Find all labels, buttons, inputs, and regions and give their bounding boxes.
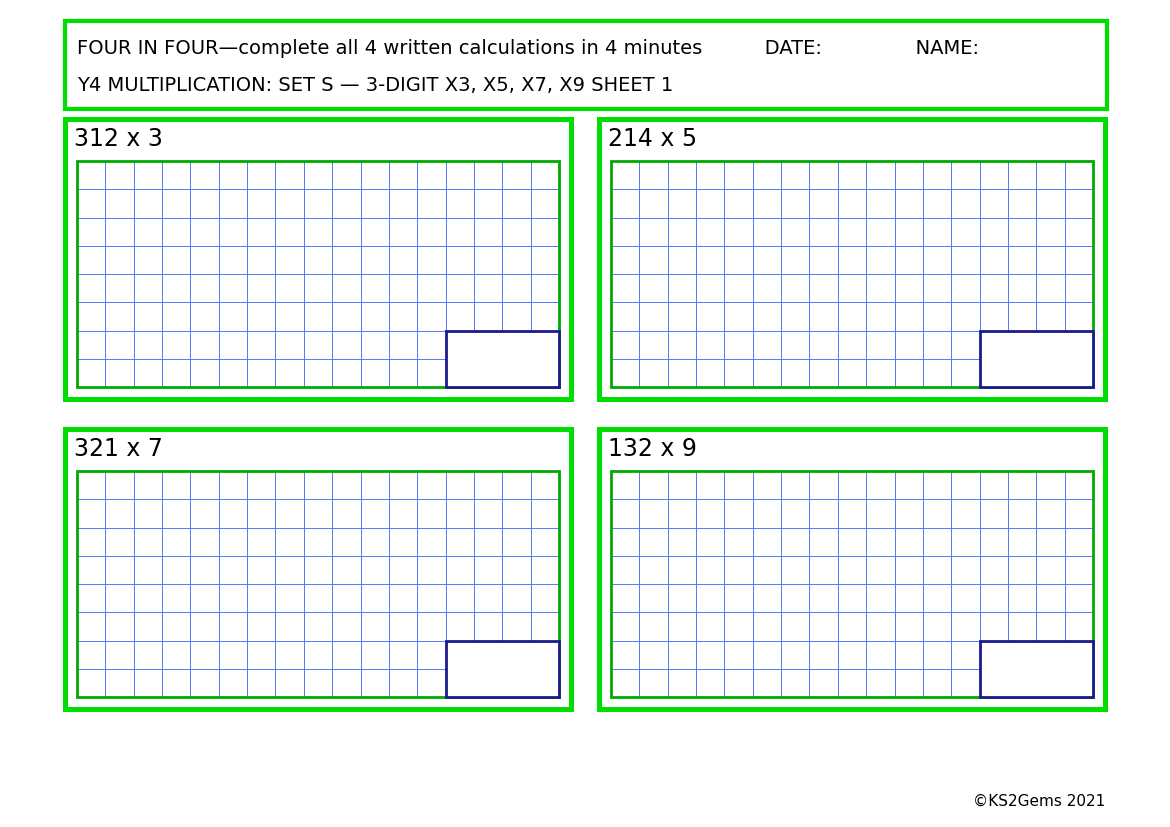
- Bar: [77, 471, 559, 697]
- Bar: [611, 471, 1093, 697]
- Bar: [599, 119, 1104, 399]
- Text: 321 x 7: 321 x 7: [74, 437, 163, 461]
- Bar: [66, 429, 571, 709]
- Bar: [979, 640, 1093, 697]
- Bar: [446, 331, 559, 387]
- Text: 214 x 5: 214 x 5: [608, 127, 697, 151]
- Bar: [66, 119, 571, 399]
- Bar: [599, 119, 1104, 399]
- Bar: [66, 21, 1107, 109]
- Text: 312 x 3: 312 x 3: [74, 127, 163, 151]
- Bar: [66, 429, 571, 709]
- Bar: [979, 331, 1093, 387]
- Bar: [979, 640, 1093, 697]
- Bar: [446, 331, 559, 387]
- Text: Y4 MULTIPLICATION: SET S — 3-DIGIT X3, X5, X7, X9 SHEET 1: Y4 MULTIPLICATION: SET S — 3-DIGIT X3, X…: [77, 76, 673, 95]
- Bar: [66, 119, 571, 399]
- Bar: [77, 161, 559, 387]
- Text: FOUR IN FOUR—complete all 4 written calculations in 4 minutes          DATE:    : FOUR IN FOUR—complete all 4 written calc…: [77, 39, 979, 58]
- Text: 132 x 9: 132 x 9: [608, 437, 697, 461]
- Bar: [446, 640, 559, 697]
- Bar: [611, 161, 1093, 387]
- Bar: [599, 429, 1104, 709]
- Text: ©KS2Gems 2021: ©KS2Gems 2021: [972, 794, 1104, 809]
- Bar: [979, 331, 1093, 387]
- Bar: [599, 429, 1104, 709]
- Bar: [446, 640, 559, 697]
